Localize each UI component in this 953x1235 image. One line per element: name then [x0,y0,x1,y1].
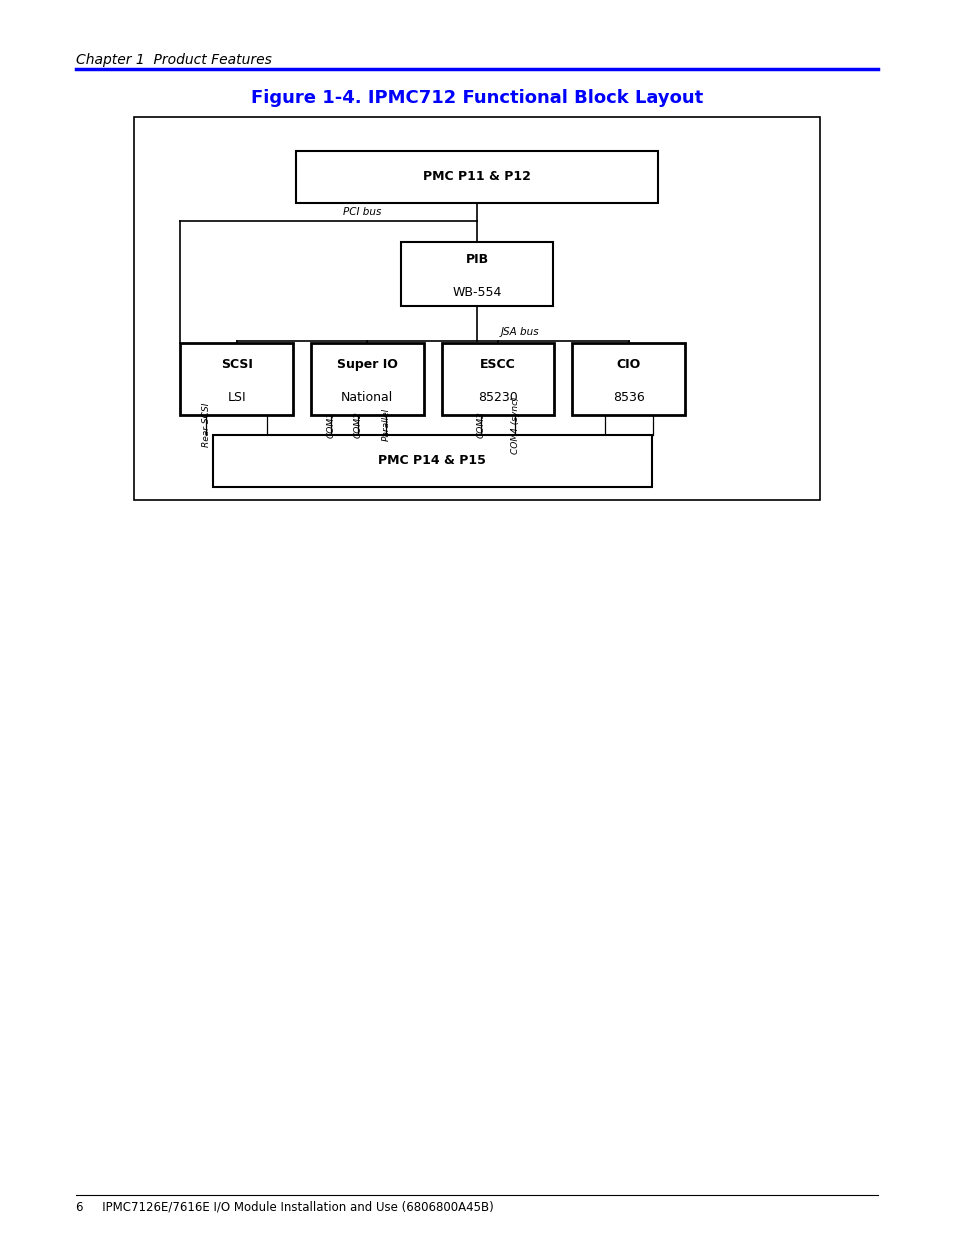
Text: Parallel: Parallel [381,409,391,441]
Bar [400,242,553,306]
Text: CIO: CIO [616,358,640,370]
Text: COM2: COM2 [353,411,362,438]
Text: PCI bus: PCI bus [343,207,381,217]
Bar [133,117,820,500]
Text: SCSI: SCSI [220,358,253,370]
Bar [295,151,658,203]
Bar [213,435,651,487]
Bar [441,343,554,415]
Text: PIB: PIB [465,253,488,266]
Text: COM3: COM3 [476,411,485,438]
Text: PMC P14 & P15: PMC P14 & P15 [377,454,486,467]
Text: 8536: 8536 [612,391,644,404]
Text: 6     IPMC7126E/7616E I/O Module Installation and Use (6806800A45B): 6 IPMC7126E/7616E I/O Module Installatio… [76,1200,494,1214]
Text: ESCC: ESCC [479,358,516,370]
Text: LSI: LSI [227,391,246,404]
Text: Super IO: Super IO [336,358,397,370]
Text: National: National [341,391,393,404]
Text: COM4 (sync): COM4 (sync) [510,396,519,453]
Bar [180,343,293,415]
Bar [572,343,684,415]
Text: PMC P11 & P12: PMC P11 & P12 [422,170,531,183]
Text: Figure 1-4. IPMC712 Functional Block Layout: Figure 1-4. IPMC712 Functional Block Lay… [251,89,702,107]
Text: 85230: 85230 [477,391,517,404]
Text: Rear SCSI: Rear SCSI [201,403,211,447]
Bar [311,343,423,415]
Text: JSA bus: JSA bus [500,327,538,337]
Text: COM1: COM1 [326,411,335,438]
Text: WB-554: WB-554 [452,287,501,299]
Text: Chapter 1  Product Features: Chapter 1 Product Features [76,53,272,67]
